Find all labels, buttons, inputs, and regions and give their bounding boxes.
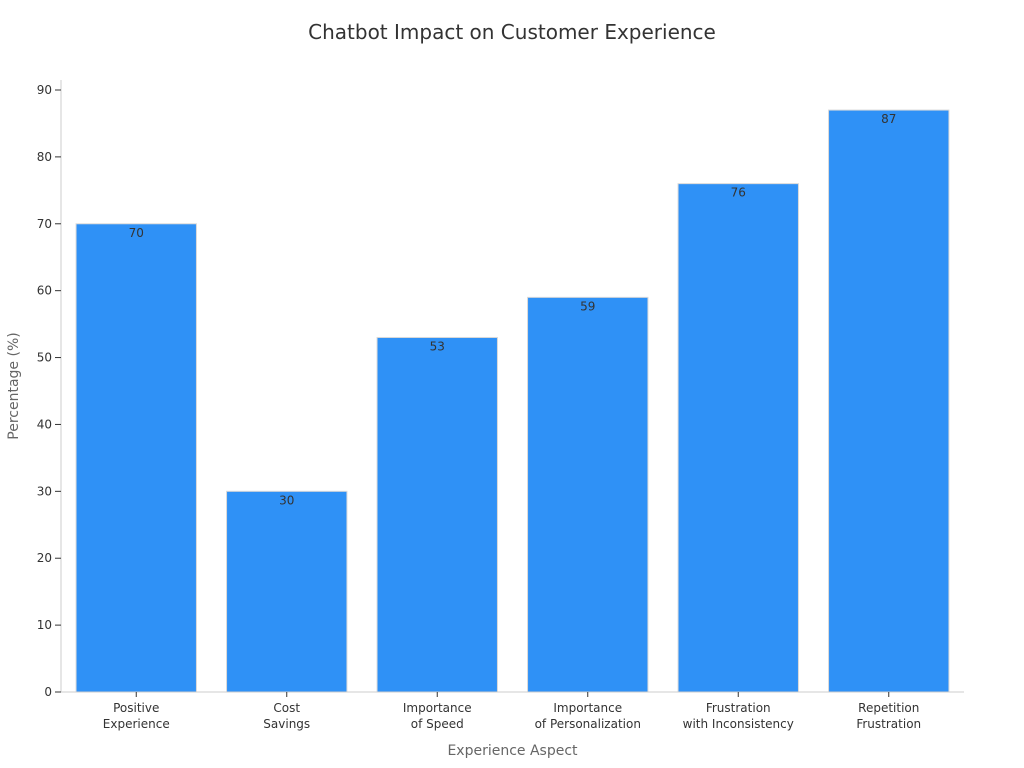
bar-value-labels: 70 30 53 59 76 87 — [129, 112, 897, 507]
x-ticks: Positive Experience Cost Savings Importance o… — [103, 692, 921, 731]
x-tick-label-line: Positive — [113, 701, 159, 715]
x-tick-label-line: Repetition — [858, 701, 919, 715]
chart-title: Chatbot Impact on Customer Experience — [308, 20, 716, 44]
bar — [527, 296, 649, 693]
x-tick-label-line: of Speed — [411, 717, 464, 731]
bar — [226, 490, 348, 693]
y-tick-label: 30 — [37, 484, 52, 498]
y-tick-label: 90 — [37, 83, 52, 97]
bar-value-label: 76 — [731, 186, 746, 200]
bar-value-label: 70 — [129, 226, 144, 240]
x-tick-label-line: Experience — [103, 717, 170, 731]
y-tick-label: 40 — [37, 417, 52, 431]
x-tick-label: Importance of Speed — [403, 701, 472, 731]
y-tick-label: 70 — [37, 217, 52, 231]
x-tick-label-line: of Personalization — [535, 717, 641, 731]
x-tick-label-line: Importance — [553, 701, 622, 715]
y-tick-label: 60 — [37, 284, 52, 298]
bar — [75, 223, 197, 693]
x-tick-label-line: Savings — [263, 717, 310, 731]
y-tick-label: 80 — [37, 150, 52, 164]
x-tick-label: Importance of Personalization — [535, 701, 641, 731]
y-axis-title: Percentage (%) — [6, 332, 22, 439]
bar — [376, 336, 498, 693]
x-tick-label: Cost Savings — [263, 701, 310, 731]
bar-value-label: 53 — [430, 339, 445, 353]
x-tick-label-line: Cost — [273, 701, 300, 715]
bar — [828, 109, 950, 693]
x-tick-label-line: Frustration — [706, 701, 771, 715]
x-tick-label-line: Importance — [403, 701, 472, 715]
x-axis-title: Experience Aspect — [447, 743, 578, 759]
bar-value-label: 59 — [580, 299, 595, 313]
bar-value-label: 30 — [279, 493, 294, 507]
x-tick-label-line: with Inconsistency — [683, 717, 794, 731]
y-tick-label: 20 — [37, 551, 52, 565]
bars-layer — [75, 109, 950, 693]
x-tick-label: Frustration with Inconsistency — [683, 701, 794, 731]
x-tick-label-line: Frustration — [856, 717, 921, 731]
bar — [677, 183, 799, 693]
y-tick-label: 0 — [44, 685, 52, 699]
y-tick-label: 10 — [37, 618, 52, 632]
bar-value-label: 87 — [881, 112, 896, 126]
axes-layer — [60, 80, 964, 693]
x-tick-label: Positive Experience — [103, 701, 170, 731]
x-tick-label: Repetition Frustration — [856, 701, 921, 731]
y-ticks: 0 10 20 30 40 50 60 70 80 90 — [37, 83, 61, 699]
y-tick-label: 50 — [37, 351, 52, 365]
